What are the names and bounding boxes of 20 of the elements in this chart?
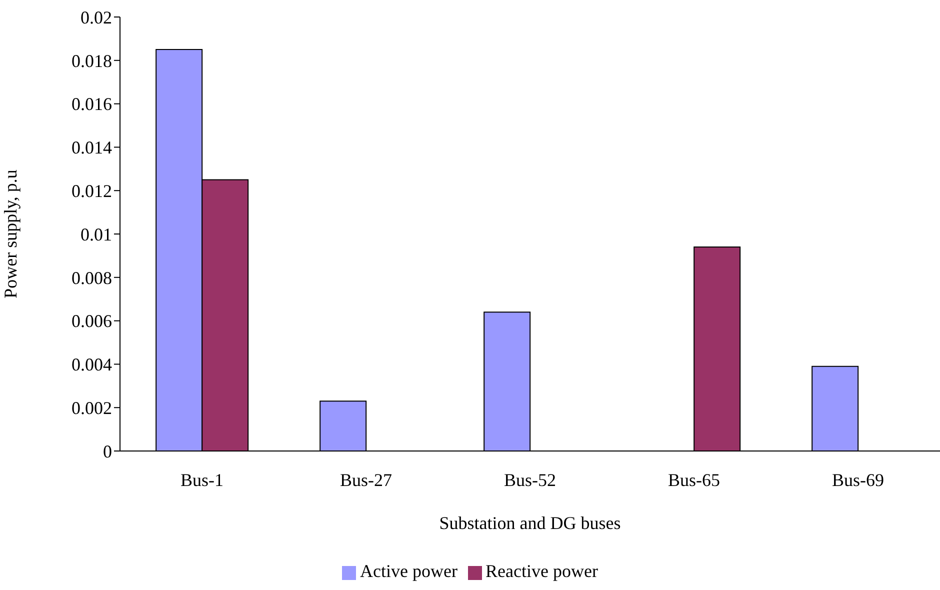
y-tick-label: 0.01	[80, 224, 112, 244]
y-tick-label: 0.014	[72, 138, 112, 158]
legend-label: Reactive power	[486, 561, 598, 581]
legend-label: Active power	[360, 561, 458, 581]
y-tick-label: 0.016	[72, 94, 112, 114]
y-tick-label: 0.002	[72, 398, 112, 418]
y-tick-label: 0.006	[72, 311, 112, 332]
y-tick-label: 0	[103, 441, 112, 462]
x-tick-label: Bus-65	[668, 470, 720, 490]
x-tick-label: Bus-1	[180, 470, 224, 490]
y-tick-label: 0.008	[72, 268, 112, 288]
y-tick-label: 0.004	[72, 354, 112, 375]
x-axis-title: Substation and DG buses	[439, 512, 621, 533]
y-tick-label: 0.012	[72, 180, 112, 201]
x-tick-label: Bus-27	[340, 470, 392, 490]
x-tick-label: Bus-52	[504, 470, 556, 490]
x-tick-label: Bus-69	[832, 470, 884, 490]
y-tick-label: 0.02	[80, 7, 112, 28]
y-axis-title: Power supply, p.u	[0, 170, 20, 298]
y-tick-label: 0.018	[72, 50, 112, 71]
